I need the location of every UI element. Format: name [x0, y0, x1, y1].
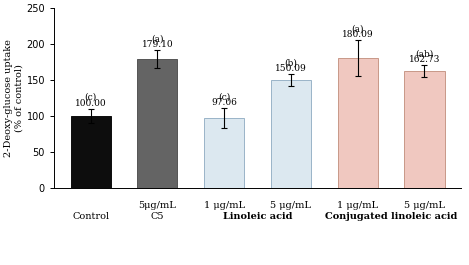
- Text: 1 μg/mL: 1 μg/mL: [337, 201, 378, 210]
- Bar: [137, 59, 177, 188]
- Text: 100.00: 100.00: [75, 99, 106, 108]
- Bar: [271, 80, 311, 188]
- Text: 97.06: 97.06: [212, 98, 237, 107]
- Text: Control: Control: [72, 211, 109, 220]
- Bar: [338, 58, 378, 188]
- Text: 179.10: 179.10: [142, 40, 173, 49]
- Text: 5μg/mL: 5μg/mL: [138, 201, 176, 210]
- Text: (c): (c): [84, 93, 97, 102]
- Text: C5: C5: [151, 211, 164, 220]
- Text: 1 μg/mL: 1 μg/mL: [204, 201, 245, 210]
- Text: (b): (b): [285, 58, 297, 67]
- Bar: [71, 116, 111, 188]
- Text: (a): (a): [351, 25, 364, 34]
- Text: (c): (c): [218, 92, 230, 101]
- Text: 162.73: 162.73: [409, 55, 440, 64]
- Text: 5 μg/mL: 5 μg/mL: [404, 201, 445, 210]
- Bar: [404, 71, 445, 188]
- Text: (ab): (ab): [416, 49, 434, 58]
- Text: Conjugated linoleic acid: Conjugated linoleic acid: [325, 211, 457, 220]
- Text: 180.09: 180.09: [342, 30, 373, 39]
- Y-axis label: 2-Deoxy-glucose uptake
(% of control): 2-Deoxy-glucose uptake (% of control): [4, 39, 23, 157]
- Text: 150.09: 150.09: [275, 64, 307, 73]
- Text: Linoleic acid: Linoleic acid: [223, 211, 292, 220]
- Text: 5 μg/mL: 5 μg/mL: [271, 201, 311, 210]
- Text: (a): (a): [151, 35, 164, 44]
- Bar: [204, 118, 244, 188]
